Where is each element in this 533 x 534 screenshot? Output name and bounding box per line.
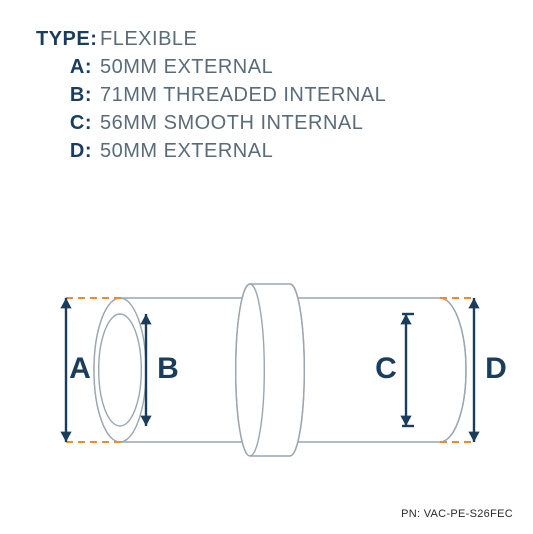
- spec-label-b: B:: [36, 84, 92, 107]
- spec-value-b: 71MM THREADED INTERNAL: [100, 84, 386, 107]
- spec-label-type: TYPE:: [36, 28, 92, 51]
- spec-label-a: A:: [36, 56, 92, 79]
- spec-list: TYPE: FLEXIBLE A: 50MM EXTERNAL B: 71MM …: [36, 28, 386, 168]
- technical-diagram: A B C D: [0, 240, 533, 500]
- spec-row-b: B: 71MM THREADED INTERNAL: [36, 84, 386, 107]
- svg-text:C: C: [375, 352, 397, 385]
- spec-row-type: TYPE: FLEXIBLE: [36, 28, 386, 51]
- part-number-label: PN:: [401, 508, 420, 520]
- spec-value-d: 50MM EXTERNAL: [100, 140, 273, 163]
- svg-text:A: A: [69, 352, 91, 385]
- spec-row-d: D: 50MM EXTERNAL: [36, 140, 386, 163]
- spec-row-c: C: 56MM SMOOTH INTERNAL: [36, 112, 386, 135]
- part-number: PN: VAC-PE-S26FEC: [401, 508, 513, 520]
- spec-row-a: A: 50MM EXTERNAL: [36, 56, 386, 79]
- spec-value-a: 50MM EXTERNAL: [100, 56, 273, 79]
- spec-value-type: FLEXIBLE: [100, 28, 197, 51]
- spec-value-c: 56MM SMOOTH INTERNAL: [100, 112, 363, 135]
- part-number-value: VAC-PE-S26FEC: [424, 508, 513, 520]
- svg-text:D: D: [485, 352, 507, 385]
- spec-label-d: D:: [36, 140, 92, 163]
- svg-text:B: B: [157, 352, 179, 385]
- spec-label-c: C:: [36, 112, 92, 135]
